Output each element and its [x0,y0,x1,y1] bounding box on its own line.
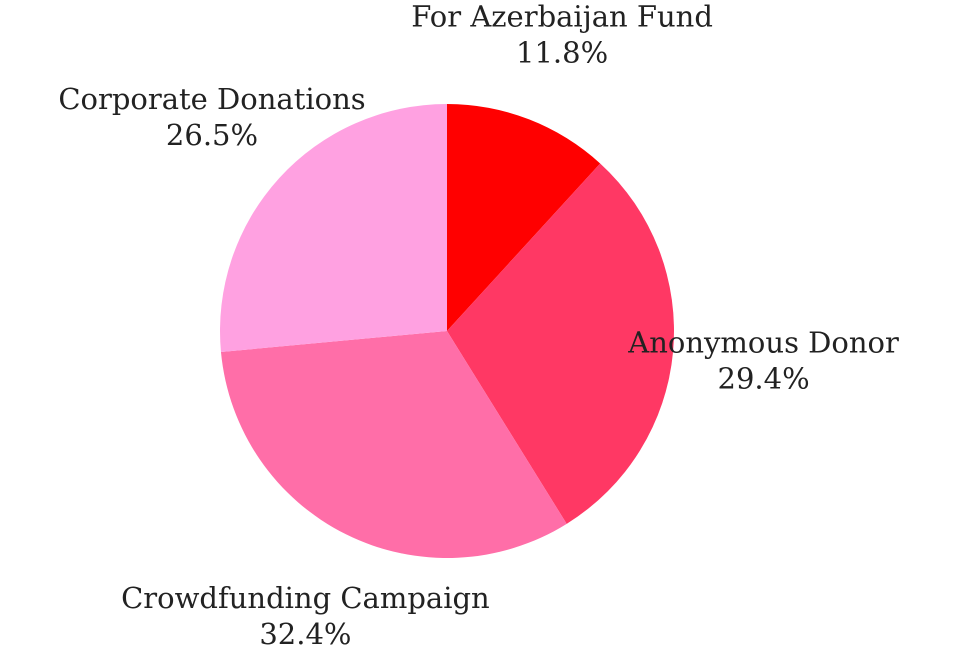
pie-slice-anonymous-donor [447,163,675,524]
pie-slice-crowdfunding-campaign [220,331,567,559]
slice-name-label: For Azerbaijan Fund [411,0,713,34]
slice-percent-label: 11.8% [516,36,608,70]
slice-percent-label: 26.5% [166,118,258,152]
slice-name-label: Corporate Donations [58,82,365,116]
pie-slices [219,104,675,559]
pie-slice-for-azerbaijan-fund [447,104,601,331]
slice-name-label: Anonymous Donor [627,325,899,359]
slice-percent-label: 32.4% [259,617,351,650]
pie-slice-corporate-donations [219,104,447,352]
slice-percent-label: 29.4% [718,361,810,395]
slice-name-label: Crowdfunding Campaign [121,581,490,615]
